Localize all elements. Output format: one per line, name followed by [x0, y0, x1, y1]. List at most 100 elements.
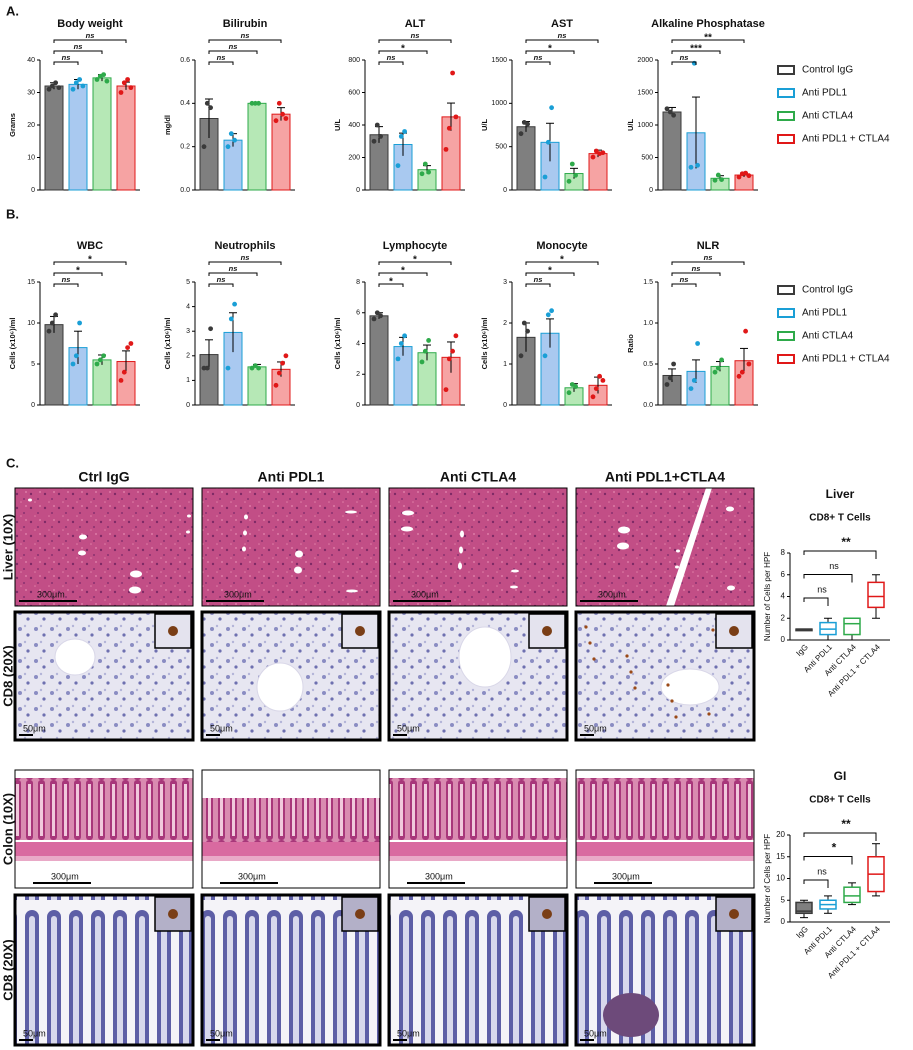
- chart-title: Alkaline Phosphatase: [651, 18, 765, 30]
- y-tick-label: 1500: [637, 89, 653, 96]
- y-tick-label: 15: [27, 279, 35, 286]
- inset-cell: [168, 626, 178, 636]
- chart-title: GI: [834, 769, 847, 783]
- vessel: [130, 570, 142, 578]
- data-point: [252, 363, 258, 369]
- data-point: [426, 338, 431, 343]
- y-tick-label: 10: [27, 154, 35, 161]
- histology-image: 300μm: [575, 487, 755, 607]
- serosa: [15, 856, 193, 861]
- data-point: [593, 386, 599, 391]
- cd8-cell: [707, 712, 711, 716]
- y-tick-label: 200: [348, 154, 360, 161]
- lymphoid-follicle: [603, 993, 659, 1037]
- legend-label: Anti PDL1 + CTLA4: [802, 354, 890, 365]
- vessel: [243, 530, 247, 536]
- scale-bar-label: 50μm: [584, 1028, 607, 1038]
- significance-bracket: [208, 261, 282, 265]
- chart-title: WBC: [77, 240, 103, 252]
- legend-label: Anti PDL1: [802, 308, 847, 319]
- y-tick-label: 0: [781, 917, 786, 926]
- significance-label: *: [560, 255, 564, 266]
- scale-bar-label: 50μm: [210, 723, 233, 733]
- y-tick-label: 0.5: [643, 361, 653, 368]
- data-point: [276, 370, 282, 376]
- y-tick-label: 4: [781, 592, 786, 601]
- significance-bracket: [378, 61, 404, 65]
- y-axis-label: Grams: [8, 113, 17, 137]
- vessel: [460, 530, 464, 538]
- data-point: [249, 365, 255, 371]
- image-content: [576, 770, 754, 888]
- y-tick-label: 6: [356, 310, 360, 317]
- data-point: [73, 80, 79, 86]
- data-point: [46, 86, 52, 92]
- cd8-cell: [670, 699, 674, 703]
- data-point: [746, 361, 752, 367]
- y-tick-label: 0.0: [180, 187, 190, 194]
- data-point: [736, 373, 742, 379]
- vessel: [129, 586, 141, 594]
- data-point: [101, 72, 106, 78]
- vessel: [726, 506, 734, 512]
- scale-bar-label: 300μm: [612, 871, 640, 881]
- significance-label: *: [548, 44, 552, 55]
- y-tick-label: 10: [27, 320, 35, 327]
- data-point: [566, 178, 572, 184]
- vessel: [618, 526, 630, 534]
- vessel: [54, 638, 96, 676]
- data-point: [94, 77, 100, 82]
- significance-label: *: [389, 277, 393, 288]
- y-tick-label: 0: [649, 187, 653, 194]
- significance-label: ns: [534, 53, 543, 62]
- image-frame: [575, 769, 755, 889]
- histology-image: 300μm: [14, 769, 194, 889]
- data-point: [378, 313, 383, 319]
- data-point: [80, 83, 86, 89]
- y-tick-label: 5: [781, 895, 786, 904]
- significance-bracket: [803, 855, 853, 865]
- y-tick-label: 8: [356, 279, 360, 286]
- significance-label: ns: [62, 275, 71, 284]
- data-point: [402, 333, 407, 339]
- data-point: [398, 341, 404, 346]
- mucosa: [15, 778, 193, 840]
- image-frame: [387, 610, 569, 742]
- chart-title: Body weight: [57, 18, 123, 30]
- scale-bar-label: 300μm: [411, 589, 439, 599]
- inset-cell: [355, 909, 365, 919]
- data-point: [688, 386, 694, 391]
- significance-label: ns: [534, 275, 543, 284]
- y-tick-label: 2: [186, 353, 190, 360]
- data-point: [600, 378, 606, 383]
- data-point: [573, 172, 578, 178]
- y-tick-label: 20: [776, 830, 785, 839]
- tissue: [15, 488, 193, 606]
- data-point: [118, 90, 124, 95]
- cd8-cell: [711, 628, 715, 632]
- y-axis-label: mg/dl: [163, 115, 172, 135]
- y-tick-label: 4: [186, 303, 190, 310]
- vessel: [660, 668, 720, 706]
- image-content: [202, 770, 380, 888]
- data-point: [453, 333, 459, 339]
- data-point: [573, 384, 578, 389]
- significance-label: ns: [829, 561, 839, 571]
- data-point: [569, 161, 575, 167]
- cd8-cell: [588, 641, 592, 645]
- vessel: [511, 569, 519, 573]
- legend-label: Anti CTLA4: [802, 111, 854, 122]
- panel-label: B.: [6, 206, 19, 221]
- chart-title: ALT: [405, 18, 426, 30]
- y-tick-label: 1.5: [643, 279, 653, 286]
- significance-bracket: [378, 272, 428, 276]
- legend-label: Anti PDL1: [802, 88, 847, 99]
- significance-bracket: [208, 39, 282, 43]
- y-tick-label: 30: [27, 89, 35, 96]
- image-content: [389, 770, 567, 888]
- histology-image: 50μm: [387, 893, 569, 1047]
- column-header: Ctrl IgG: [78, 469, 129, 485]
- y-tick-label: 0: [356, 187, 360, 194]
- vessel: [666, 488, 712, 606]
- image-content: [202, 612, 380, 740]
